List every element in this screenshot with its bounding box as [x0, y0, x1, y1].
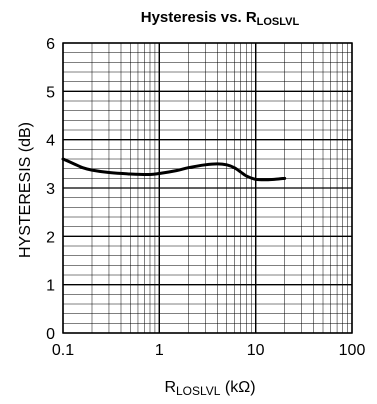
y-tick-label: 0 [46, 326, 55, 343]
x-tick-label: 100 [339, 342, 366, 359]
tick-labels: 0.1 1 10 100 0 1 2 3 4 5 6 [46, 36, 365, 359]
hysteresis-curve [61, 157, 287, 182]
x-tick-label: 1 [155, 342, 164, 359]
x-tick-label: 10 [247, 342, 265, 359]
chart-title: Hysteresis vs. RLOSLVL [141, 9, 300, 28]
y-tick-label: 6 [46, 36, 55, 53]
x-tick-label: 0.1 [52, 342, 74, 359]
y-tick-label: 4 [46, 133, 55, 150]
y-tick-label: 2 [46, 229, 55, 246]
y-axis-label: HYSTERESIS (dB) [17, 122, 34, 258]
x-axis-label: RLOSLVL (kΩ) [164, 379, 255, 398]
y-tick-label: 1 [46, 278, 55, 295]
y-tick-label: 3 [46, 181, 55, 198]
y-tick-label: 5 [46, 84, 55, 101]
plot-frame [62, 42, 353, 334]
grid [62, 42, 353, 334]
